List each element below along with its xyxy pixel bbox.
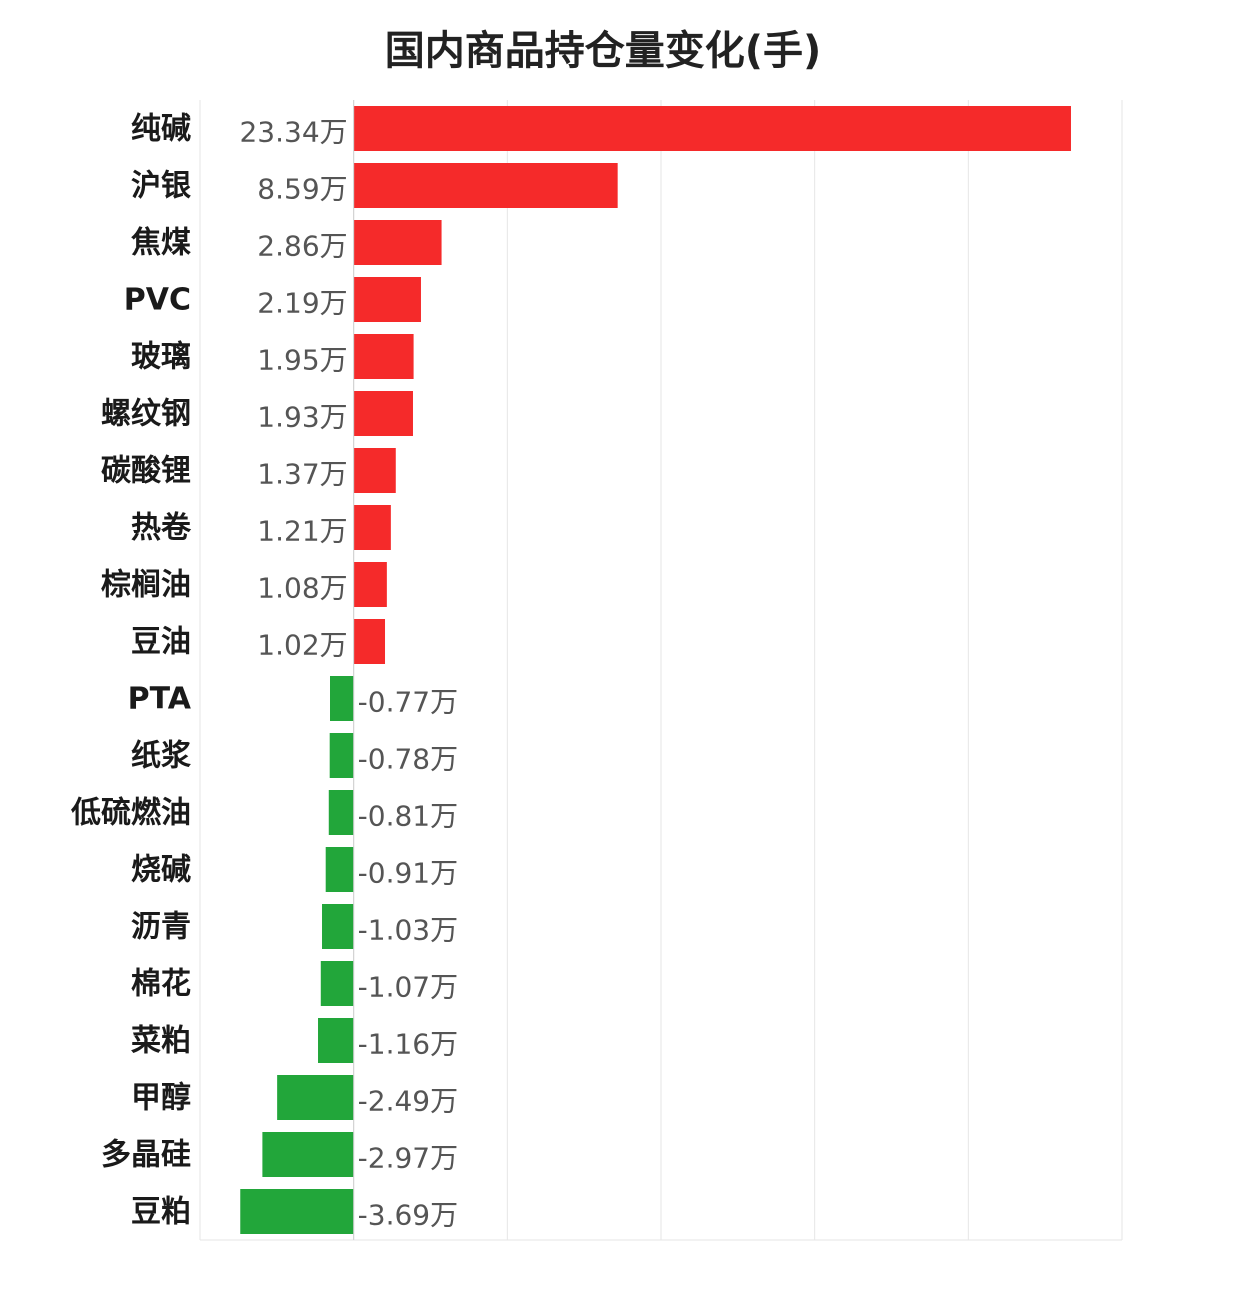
bar (318, 1018, 354, 1063)
data-label: 1.95万 (257, 344, 347, 377)
bar (353, 505, 391, 550)
category-label: 螺纹钢 (101, 397, 191, 432)
bar (262, 1132, 354, 1177)
category-label: 菜粕 (131, 1024, 191, 1059)
bar (330, 676, 354, 721)
data-label: 2.86万 (257, 230, 347, 263)
bar (240, 1189, 354, 1234)
category-label: PTA (128, 682, 192, 717)
category-label: 棕榈油 (101, 568, 191, 603)
data-label: 1.02万 (257, 629, 347, 662)
bar (353, 619, 386, 664)
bar (353, 106, 1071, 151)
bar (325, 847, 354, 892)
bar (328, 790, 354, 835)
data-label: -0.78万 (358, 743, 458, 776)
data-label: -3.69万 (358, 1199, 458, 1232)
category-label: 焦煤 (131, 226, 191, 261)
category-label: 烧碱 (131, 853, 191, 888)
category-label: 沪银 (131, 169, 191, 204)
data-label: -1.03万 (358, 914, 458, 947)
bar (322, 904, 354, 949)
data-label: -1.16万 (358, 1028, 458, 1061)
data-label: 1.08万 (257, 572, 347, 605)
data-label: -1.07万 (358, 971, 458, 1004)
data-label: -2.97万 (358, 1142, 458, 1175)
bar (353, 163, 618, 208)
chart-title: 国内商品持仓量变化(手) (384, 28, 822, 74)
bar (353, 220, 442, 265)
bar (320, 961, 354, 1006)
data-label: 1.93万 (257, 401, 347, 434)
category-label: 玻璃 (131, 340, 191, 375)
data-label: -2.49万 (358, 1085, 458, 1118)
category-label: 低硫燃油 (70, 796, 191, 831)
data-label: 23.34万 (239, 116, 347, 149)
data-label: -0.81万 (358, 800, 458, 833)
category-label: 沥青 (131, 910, 191, 945)
bar (353, 562, 387, 607)
category-label: 棉花 (131, 967, 191, 1002)
bar (277, 1075, 354, 1120)
data-label: 8.59万 (257, 173, 347, 206)
category-label: 纯碱 (131, 112, 191, 147)
category-label: 豆粕 (131, 1195, 191, 1230)
category-label: 热卷 (131, 511, 192, 546)
category-label: 豆油 (131, 625, 191, 660)
category-label: 纸浆 (131, 739, 191, 774)
bar (353, 448, 396, 493)
bar (353, 277, 421, 322)
category-label: 甲醇 (131, 1081, 191, 1116)
data-label: 2.19万 (257, 287, 347, 320)
category-label: 多晶硅 (101, 1138, 191, 1173)
data-label: 1.37万 (257, 458, 347, 491)
bar (329, 733, 354, 778)
data-label: 1.21万 (257, 515, 347, 548)
bar (353, 334, 414, 379)
category-label: PVC (124, 283, 191, 318)
data-label: -0.77万 (358, 686, 458, 719)
category-label: 碳酸锂 (101, 454, 191, 489)
data-label: -0.91万 (358, 857, 458, 890)
bar (353, 391, 413, 436)
